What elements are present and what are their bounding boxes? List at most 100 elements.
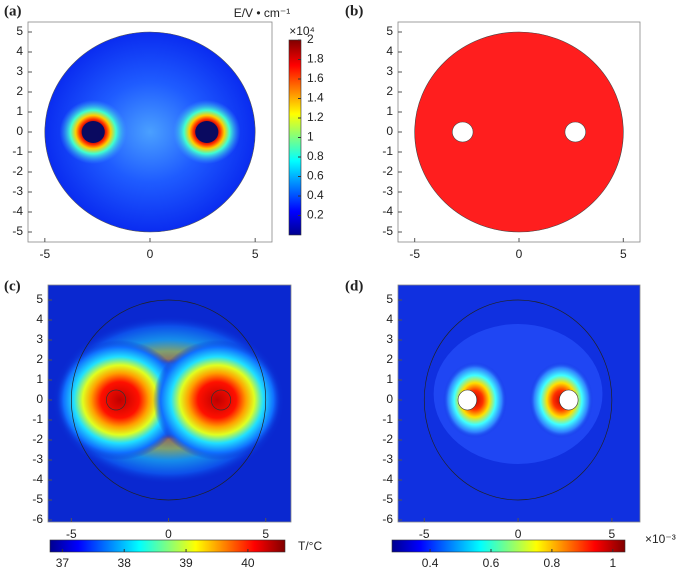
electrode (195, 121, 219, 143)
colorbar-label: T/°C (298, 539, 322, 553)
colorbar-tick-label: 0.4 (422, 556, 439, 567)
y-tick-label: -1 (382, 144, 393, 158)
x-tick-label: 5 (620, 247, 627, 261)
y-tick-label: 3 (386, 64, 393, 78)
x-tick-label: 0 (147, 247, 154, 261)
colorbar-tick-label: 0.6 (483, 556, 500, 567)
y-tick-label: -6 (32, 512, 43, 526)
y-tick-label: 1 (386, 372, 393, 386)
y-tick-label: -5 (382, 492, 393, 506)
hot-spot (152, 340, 282, 460)
y-tick-label: 4 (36, 312, 43, 326)
domain (70, 299, 267, 501)
x-tick-label: -5 (39, 247, 50, 261)
y-tick-label: 3 (386, 332, 393, 346)
hot-spot (55, 340, 185, 460)
colorbar-multiplier: ×10⁴ (289, 24, 315, 38)
y-tick-label: -1 (382, 412, 393, 426)
electrode (210, 389, 232, 411)
y-tick-label: 4 (386, 44, 393, 58)
y-tick-label: -2 (382, 164, 393, 178)
colorbar-multiplier: ×10⁻³ (645, 532, 676, 546)
panel-label: (c) (4, 278, 21, 294)
colorbar-tick-label: 0.8 (544, 556, 561, 567)
y-tick-label: -3 (12, 184, 23, 198)
colorbar-tick-label: 1.8 (307, 52, 324, 66)
colorbar-tick-label: 0.6 (307, 169, 324, 183)
y-tick-label: -4 (32, 472, 43, 486)
panel-label: (b) (345, 3, 363, 19)
y-tick-label: 3 (16, 64, 23, 78)
colorbar-tick-label: 1 (307, 130, 314, 144)
y-tick-label: -5 (382, 224, 393, 238)
electrode (105, 389, 127, 411)
y-tick-label: 2 (386, 352, 393, 366)
colorbar-tick-label: 1.6 (307, 71, 324, 85)
y-tick-label: 5 (36, 292, 43, 306)
y-tick-label: -4 (12, 204, 23, 218)
y-tick-label: -3 (382, 184, 393, 198)
y-tick-label: -1 (32, 412, 43, 426)
x-tick-label: 5 (262, 527, 269, 541)
y-tick-label: 4 (386, 312, 393, 326)
colorbar-tick-label: 39 (179, 556, 193, 567)
x-tick-label: -5 (66, 527, 77, 541)
plot-frame (47, 284, 292, 523)
panel-label: (a) (4, 3, 22, 19)
colorbar (49, 539, 286, 553)
colorbar-label: E/V • cm⁻¹ (234, 6, 291, 20)
x-tick-label: 5 (252, 247, 259, 261)
colorbar-tick-label: 0.8 (307, 149, 324, 163)
y-tick-label: 0 (386, 392, 393, 406)
y-tick-label: -3 (382, 452, 393, 466)
y-tick-label: 0 (16, 124, 23, 138)
electrode (451, 121, 474, 143)
colorbar-tick-label: 0.4 (307, 188, 324, 202)
y-tick-label: 4 (16, 44, 23, 58)
y-tick-label: -5 (32, 492, 43, 506)
electrode (559, 389, 579, 411)
y-tick-label: -3 (32, 452, 43, 466)
y-tick-label: -2 (32, 432, 43, 446)
y-tick-label: 2 (36, 352, 43, 366)
y-tick-label: -4 (382, 472, 393, 486)
x-tick-label: 5 (609, 527, 616, 541)
domain (414, 31, 624, 233)
y-tick-label: 5 (16, 24, 23, 38)
colorbar-tick-label: 1.2 (307, 110, 324, 124)
panel: (a) -5 0 5 -5 -4 -3 -2 -1 0 1 2 3 4 5 0.2 0.4 0.6 0.8 1 1.2 1… (4, 3, 324, 261)
y-tick-label: 1 (16, 104, 23, 118)
panel: (b) -5 0 5 -5 -4 -3 -2 -1 0 1 2 3 4 5 (345, 3, 641, 261)
y-tick-label: -1 (12, 144, 23, 158)
domain (44, 31, 256, 233)
colorbar-tick-label: 40 (241, 556, 255, 567)
colorbar-tick-label: 2 (307, 32, 314, 46)
panel: (d) -5 0 5 -6 -5 -4 -3 -2 -1 0 1 2 3 4 5 0.4 0.6 0.8 1 ×10⁻³ (345, 278, 676, 567)
x-tick-label: -5 (419, 527, 430, 541)
panel: (c) -5 0 5 -6 -5 -4 -3 -2 -1 0 1 2 3 4 5 37 38 39 40 T/°C (4, 278, 322, 567)
colorbar-tick-label: 0.2 (307, 208, 324, 222)
y-tick-label: 5 (386, 24, 393, 38)
y-tick-label: -2 (382, 432, 393, 446)
panel-label: (d) (345, 278, 363, 294)
x-tick-label: 0 (516, 247, 523, 261)
y-tick-label: 3 (36, 332, 43, 346)
y-tick-label: 0 (386, 124, 393, 138)
colorbar-tick-label: 37 (56, 556, 70, 567)
y-tick-label: 1 (36, 372, 43, 386)
y-tick-label: -2 (12, 164, 23, 178)
y-tick-label: 2 (16, 84, 23, 98)
colorbar-tick-label: 1.4 (307, 91, 324, 105)
electrode (564, 121, 587, 143)
electrode (81, 121, 105, 143)
y-tick-label: -5 (12, 224, 23, 238)
y-tick-label: -6 (382, 512, 393, 526)
y-tick-label: -4 (382, 204, 393, 218)
colorbar-tick-label: 1 (609, 556, 616, 567)
y-tick-label: 1 (386, 104, 393, 118)
colorbar (391, 539, 626, 553)
colorbar-tick-label: 38 (118, 556, 132, 567)
plot-frame (397, 284, 641, 523)
y-tick-label: 0 (36, 392, 43, 406)
